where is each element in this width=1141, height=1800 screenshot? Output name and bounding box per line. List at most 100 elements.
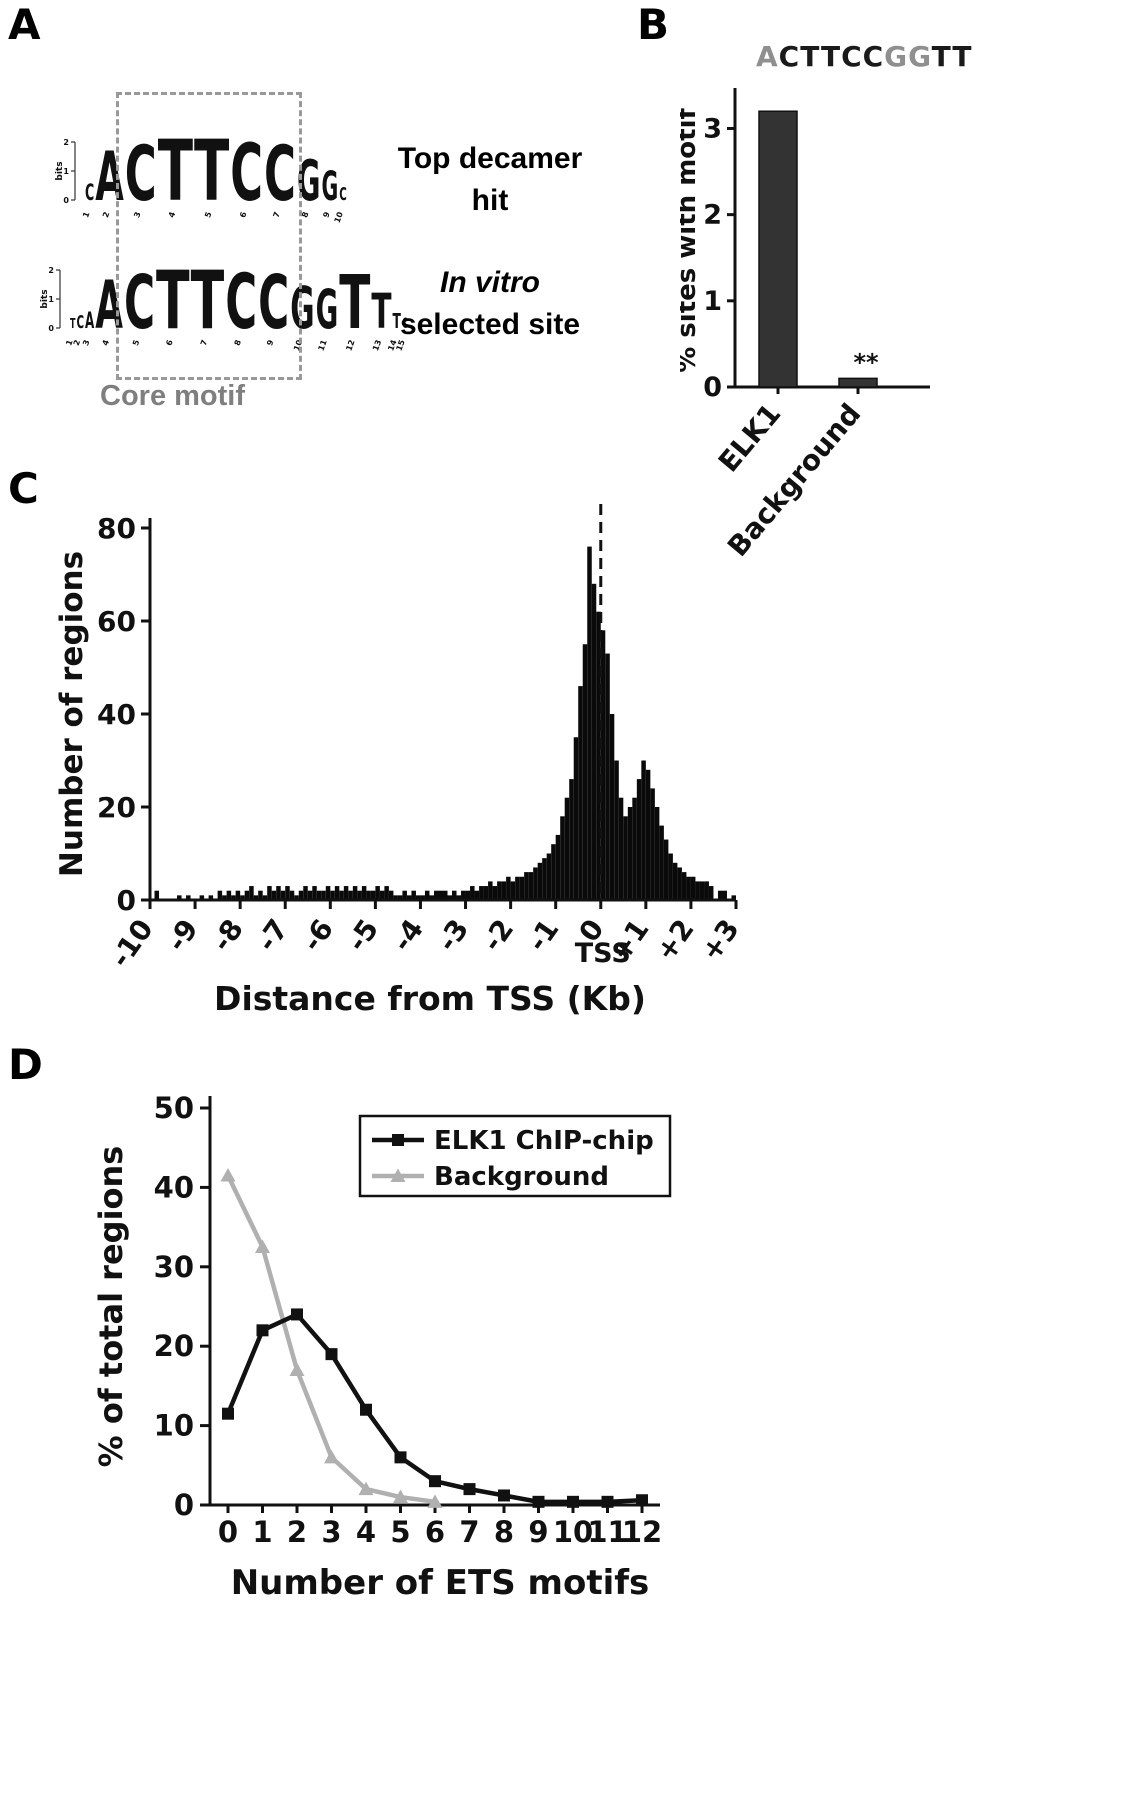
- svg-text:8: 8: [300, 210, 311, 219]
- svg-text:-2: -2: [475, 913, 520, 957]
- svg-text:A: A: [95, 138, 124, 217]
- svg-text:C: C: [85, 181, 94, 206]
- svg-text:7: 7: [459, 1515, 479, 1549]
- svg-text:C: C: [125, 129, 157, 218]
- svg-text:2: 2: [72, 339, 82, 347]
- svg-text:80: 80: [97, 512, 136, 545]
- svg-text:1: 1: [48, 295, 54, 304]
- svg-text:10: 10: [154, 1409, 194, 1443]
- motif-letter-segment: GG: [884, 40, 932, 73]
- svg-text:C: C: [258, 260, 289, 346]
- svg-text:8: 8: [233, 338, 244, 347]
- svg-text:-7: -7: [250, 913, 295, 957]
- svg-text:60: 60: [97, 605, 136, 638]
- svg-text:11: 11: [317, 338, 329, 352]
- svg-text:-9: -9: [160, 913, 205, 957]
- svg-text:-5: -5: [340, 913, 385, 957]
- svg-text:-4: -4: [385, 913, 430, 957]
- top-decamer-caption: Top decamer hit: [362, 138, 618, 222]
- svg-text:2: 2: [101, 211, 111, 219]
- svg-text:Distance from TSS (Kb): Distance from TSS (Kb): [214, 979, 646, 1018]
- svg-text:6: 6: [425, 1515, 445, 1549]
- svg-text:**: **: [853, 348, 879, 376]
- svg-text:3: 3: [703, 113, 722, 144]
- svg-text:C: C: [225, 257, 257, 346]
- svg-text:6: 6: [238, 210, 249, 219]
- svg-text:ELK1 ChIP-chip: ELK1 ChIP-chip: [434, 1126, 654, 1156]
- svg-text:15: 15: [394, 338, 406, 352]
- svg-text:6: 6: [164, 338, 175, 347]
- svg-text:5: 5: [131, 338, 142, 347]
- panel-d-label: D: [8, 1040, 43, 1089]
- svg-text:G: G: [316, 278, 339, 341]
- svg-text:1: 1: [703, 286, 722, 317]
- svg-text:12: 12: [344, 339, 356, 353]
- svg-text:C: C: [339, 184, 347, 205]
- svg-text:Number of regions: Number of regions: [54, 551, 90, 877]
- motif-sequence-title: ACTTCCGGTT: [756, 40, 973, 73]
- svg-text:9: 9: [265, 338, 276, 347]
- svg-text:T: T: [371, 284, 391, 340]
- svg-text:Number of ETS motifs: Number of ETS motifs: [231, 1563, 650, 1603]
- svg-text:3: 3: [132, 211, 142, 219]
- svg-text:1: 1: [63, 167, 69, 176]
- motif-letter-segment: CTTCC: [778, 40, 885, 73]
- caption-line-italic: In vitro: [439, 266, 540, 299]
- svg-text:0: 0: [218, 1515, 238, 1549]
- svg-text:8: 8: [494, 1515, 514, 1549]
- svg-text:14: 14: [386, 338, 398, 352]
- svg-text:40: 40: [154, 1170, 194, 1204]
- svg-text:G: G: [290, 274, 314, 342]
- svg-text:7: 7: [199, 339, 209, 347]
- svg-text:5: 5: [390, 1515, 410, 1549]
- svg-text:1: 1: [252, 1515, 272, 1549]
- svg-text:% of total regions: % of total regions: [92, 1146, 130, 1468]
- svg-text:T: T: [70, 317, 76, 332]
- svg-text:-8: -8: [205, 913, 250, 957]
- svg-text:T: T: [158, 122, 193, 220]
- svg-text:4: 4: [356, 1515, 376, 1549]
- svg-text:C: C: [230, 129, 263, 219]
- svg-text:50: 50: [154, 1091, 194, 1125]
- svg-text:9: 9: [528, 1515, 548, 1549]
- svg-text:Background: Background: [434, 1162, 609, 1192]
- svg-text:G: G: [321, 164, 338, 210]
- svg-text:13: 13: [371, 339, 383, 353]
- svg-text:0: 0: [117, 884, 136, 917]
- caption-line: selected site: [399, 308, 581, 341]
- svg-text:2: 2: [48, 266, 54, 275]
- panel-a-sequence-logos: A 2 1 0 bits C 1 A 2 C 3 T 4 T 5 C 6 C 7 G 8 G 9 C 10 2 1 0 bits T 1…: [0, 0, 650, 480]
- panel-b-label: B: [637, 0, 670, 49]
- svg-text:T: T: [194, 122, 229, 220]
- svg-text:2: 2: [703, 200, 722, 231]
- svg-text:3: 3: [81, 339, 91, 347]
- svg-text:0: 0: [703, 372, 722, 403]
- svg-text:9: 9: [321, 210, 332, 219]
- svg-text:C: C: [76, 312, 84, 333]
- svg-text:C: C: [264, 129, 296, 218]
- svg-text:TSS: TSS: [575, 938, 631, 969]
- svg-text:A: A: [85, 309, 94, 334]
- svg-text:12: 12: [622, 1515, 662, 1549]
- panel-c-label: C: [8, 464, 39, 513]
- svg-text:-10: -10: [104, 913, 160, 973]
- svg-text:0: 0: [63, 196, 69, 205]
- svg-text:5: 5: [203, 210, 214, 219]
- svg-text:1: 1: [81, 210, 92, 219]
- svg-text:-3: -3: [430, 913, 475, 957]
- motif-letter-segment: A: [756, 40, 779, 73]
- svg-text:T: T: [393, 309, 402, 333]
- svg-text:% sites with motif: % sites with motif: [680, 108, 702, 373]
- panel-a-label: A: [8, 0, 41, 49]
- svg-text:T: T: [339, 260, 370, 346]
- svg-text:T: T: [191, 254, 225, 347]
- svg-text:20: 20: [154, 1329, 194, 1363]
- caption-line: hit: [471, 184, 509, 217]
- svg-text:10: 10: [553, 1515, 593, 1549]
- svg-text:10: 10: [333, 210, 345, 224]
